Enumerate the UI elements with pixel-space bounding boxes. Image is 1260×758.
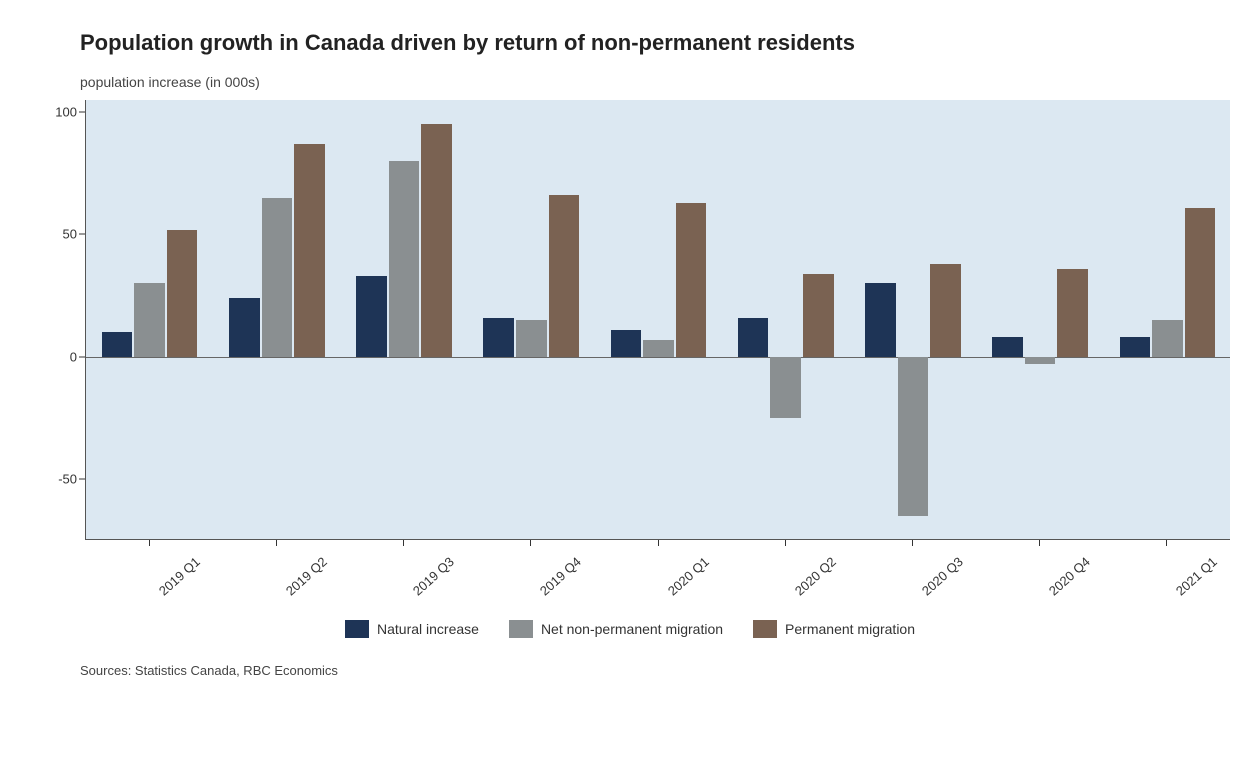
y-tick-label: 50: [63, 227, 77, 242]
bar-natural: [611, 330, 642, 357]
bar-net_np: [389, 161, 420, 357]
sources-text: Sources: Statistics Canada, RBC Economic…: [80, 663, 1240, 678]
bar-net_np: [262, 198, 293, 357]
bar-natural: [865, 283, 896, 356]
bar-permanent: [167, 230, 198, 357]
x-tick-mark: [1039, 540, 1040, 546]
bar-net_np: [134, 283, 165, 356]
bar-container: [86, 100, 1230, 539]
x-tick-label: 2020 Q2: [792, 554, 839, 599]
x-tick-label: 2020 Q3: [919, 554, 966, 599]
legend-swatch: [753, 620, 777, 638]
x-axis-labels: 2019 Q1 2019 Q2 2019 Q3 2019 Q4 2020 Q1 2020 …: [30, 540, 1230, 600]
x-tick-label: 2019 Q2: [283, 554, 330, 599]
bar-natural: [356, 276, 387, 357]
bar-permanent: [294, 144, 325, 357]
y-tick-label: -50: [58, 471, 77, 486]
x-tick-label: 2019 Q3: [410, 554, 457, 599]
x-tick-mark: [149, 540, 150, 546]
x-tick-mark: [276, 540, 277, 546]
bar-net_np: [770, 357, 801, 418]
x-tick-label: 2019 Q4: [537, 554, 584, 599]
bar-net_np: [898, 357, 929, 516]
bar-natural: [738, 318, 769, 357]
bar-natural: [229, 298, 260, 357]
bar-net_np: [1025, 357, 1056, 364]
bar-permanent: [1185, 208, 1216, 357]
bar-permanent: [1057, 269, 1088, 357]
bar-natural: [483, 318, 514, 357]
y-axis: 100 50 0 -50: [30, 100, 85, 540]
bar-permanent: [676, 203, 707, 357]
x-tick-mark: [1166, 540, 1167, 546]
x-tick-mark: [658, 540, 659, 546]
legend-label: Permanent migration: [785, 621, 915, 637]
legend-item-permanent: Permanent migration: [753, 620, 915, 638]
x-tick-label: 2020 Q1: [664, 554, 711, 599]
bar-permanent: [803, 274, 834, 357]
bar-permanent: [930, 264, 961, 357]
bar-permanent: [549, 195, 580, 356]
y-tick-label: 100: [55, 105, 77, 120]
x-tick-mark: [530, 540, 531, 546]
bar-permanent: [421, 124, 452, 356]
x-tick-mark: [912, 540, 913, 546]
bar-net_np: [643, 340, 674, 357]
legend: Natural increase Net non-permanent migrat…: [20, 620, 1240, 638]
x-tick-label: 2020 Q4: [1046, 554, 1093, 599]
bar-natural: [102, 332, 133, 356]
legend-item-natural: Natural increase: [345, 620, 479, 638]
x-tick-mark: [403, 540, 404, 546]
legend-swatch: [509, 620, 533, 638]
bar-natural: [1120, 337, 1151, 357]
bar-natural: [992, 337, 1023, 357]
chart-subtitle: population increase (in 000s): [80, 74, 1240, 90]
legend-label: Net non-permanent migration: [541, 621, 723, 637]
y-tick-label: 0: [70, 349, 77, 364]
x-tick-label: 2019 Q1: [155, 554, 202, 599]
chart-area: 100 50 0 -50: [30, 100, 1230, 540]
bar-net_np: [516, 320, 547, 357]
plot-area: [85, 100, 1230, 540]
legend-label: Natural increase: [377, 621, 479, 637]
legend-swatch: [345, 620, 369, 638]
chart-title: Population growth in Canada driven by re…: [80, 30, 1240, 56]
legend-item-net_np: Net non-permanent migration: [509, 620, 723, 638]
x-tick-label: 2021 Q1: [1173, 554, 1220, 599]
x-tick-mark: [785, 540, 786, 546]
bar-net_np: [1152, 320, 1183, 357]
